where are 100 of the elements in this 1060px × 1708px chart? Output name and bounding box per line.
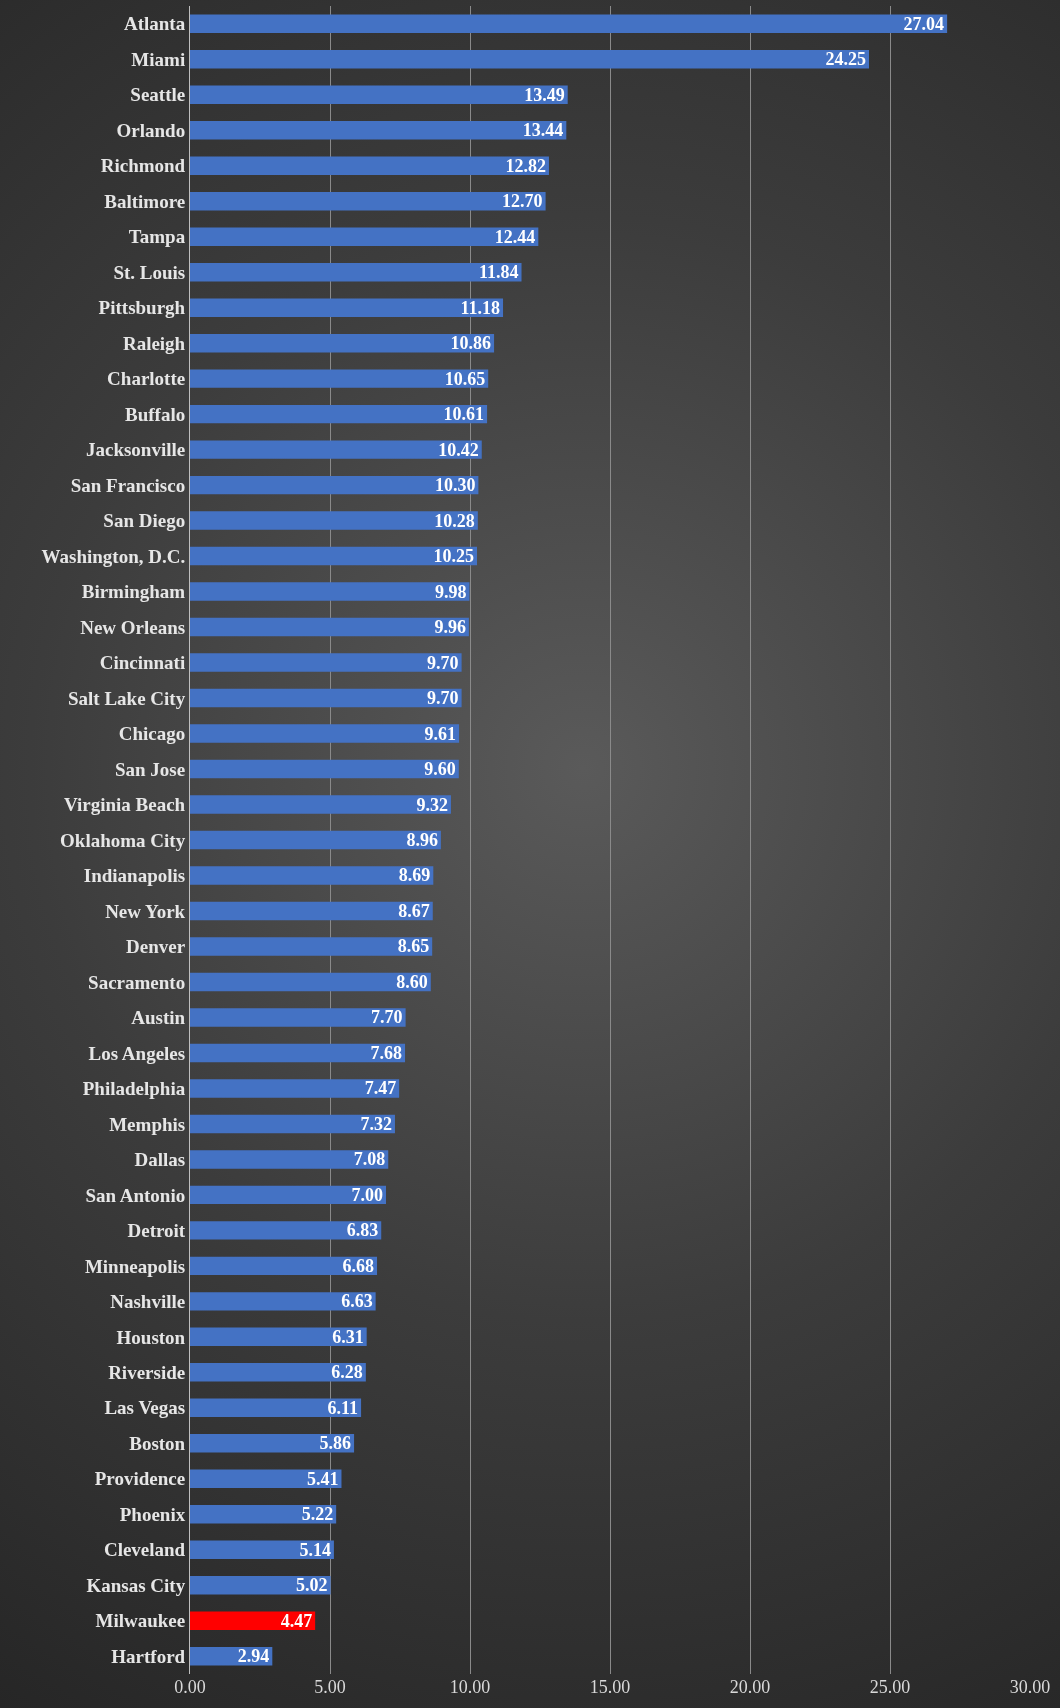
y-tick-label: New Orleans [80,616,186,638]
y-tick-label: Las Vegas [104,1397,186,1419]
data-label: 9.32 [416,794,448,815]
data-label: 7.08 [353,1149,386,1170]
y-tick-label: Charlotte [107,368,186,390]
data-label: 12.70 [502,191,543,212]
y-tick-label: Pittsburgh [98,297,186,319]
y-tick-label: Chicago [118,723,186,745]
y-tick-label: Washington, D.C. [41,545,186,567]
data-label: 6.83 [346,1220,379,1241]
y-tick-label: Richmond [100,155,186,177]
data-label: 7.70 [371,1007,403,1028]
data-label: 8.60 [396,971,428,992]
x-tick-label: 25.00 [869,1677,911,1697]
y-tick-label: Philadelphia [82,1078,186,1100]
data-label: 9.70 [427,652,459,673]
data-label: 12.44 [494,226,536,247]
data-label: 10.30 [434,475,476,496]
data-label: 7.47 [364,1078,397,1099]
x-tick-label: 20.00 [729,1677,771,1697]
data-label: 24.25 [825,49,866,70]
y-tick-label: Birmingham [81,581,186,603]
y-tick-label: Salt Lake City [68,687,186,709]
y-tick-label: Nashville [110,1291,186,1313]
y-tick-label: Los Angeles [88,1042,186,1064]
y-tick-label: Minneapolis [84,1255,186,1277]
data-label: 8.69 [398,865,431,886]
data-label: 10.25 [433,546,474,567]
y-tick-label: Atlanta [123,13,186,35]
data-label: 5.41 [306,1468,339,1489]
data-label: 9.98 [434,581,467,602]
data-label: 5.22 [301,1504,334,1525]
data-label: 12.82 [505,155,546,176]
y-tick-label: Milwaukee [95,1610,186,1632]
data-label: 4.47 [280,1610,313,1631]
data-label: 13.49 [524,84,565,105]
data-label: 9.96 [434,617,466,638]
y-tick-label: Cincinnati [99,652,186,674]
x-tick-label: 10.00 [449,1677,491,1697]
y-tick-label: Kansas City [86,1574,186,1596]
y-tick-label: Phoenix [119,1503,186,1525]
y-tick-label: Buffalo [125,403,186,425]
x-tick-label: 0.00 [174,1677,206,1697]
data-label: 6.68 [342,1255,375,1276]
data-label: 9.70 [427,688,459,709]
y-tick-label: Hartford [111,1645,186,1667]
data-label: 11.18 [460,297,501,318]
data-label: 10.42 [438,439,479,460]
y-tick-label: Miami [131,48,186,70]
x-tick-label: 5.00 [314,1677,346,1697]
data-label: 6.31 [332,1326,364,1347]
data-label: 6.11 [327,1397,359,1418]
data-label: 9.61 [424,723,457,744]
y-tick-label: Austin [131,1007,186,1029]
y-tick-label: Houston [116,1326,186,1348]
y-tick-label: Raleigh [122,332,186,354]
data-label: 5.14 [299,1539,331,1560]
y-tick-label: St. Louis [113,261,186,283]
y-tick-label: San Jose [114,758,186,780]
y-tick-label: Detroit [127,1220,186,1242]
y-tick-label: Memphis [109,1113,186,1135]
data-label: 10.28 [434,510,475,531]
y-tick-label: Riverside [108,1361,186,1383]
y-tick-label: New York [105,900,186,922]
y-tick-label: Cleveland [103,1539,186,1561]
y-tick-label: San Antonio [85,1184,186,1206]
x-tick-label: 15.00 [589,1677,631,1697]
data-label: 7.32 [360,1113,392,1134]
y-tick-label: Dallas [134,1149,186,1171]
data-label: 11.84 [479,262,519,283]
data-label: 2.94 [237,1646,270,1667]
y-tick-label: Tampa [128,226,186,248]
y-tick-label: Orlando [116,119,186,141]
data-label: 27.04 [903,13,945,34]
data-label: 6.28 [331,1362,363,1383]
y-tick-label: San Francisco [70,474,186,496]
data-label: 8.67 [398,900,430,921]
data-label: 6.63 [341,1291,373,1312]
data-label: 5.86 [319,1433,352,1454]
data-label: 9.60 [424,759,456,780]
data-label: 8.96 [406,830,438,850]
data-label: 10.61 [443,404,485,425]
data-label: 7.68 [370,1042,403,1063]
data-label: 10.86 [450,333,492,354]
y-tick-label: Oklahoma City [60,829,186,851]
y-tick-label: Virginia Beach [63,794,186,816]
data-label: 10.65 [444,368,486,389]
y-tick-label: Seattle [130,84,186,106]
data-label: 5.02 [296,1575,328,1596]
y-tick-label: Indianapolis [83,865,186,887]
y-tick-label: Boston [129,1432,186,1454]
y-tick-label: Providence [94,1468,186,1490]
y-tick-label: San Diego [103,510,186,532]
x-tick-label: 30.00 [1009,1677,1051,1697]
data-label: 13.44 [522,120,564,141]
y-tick-label: Denver [126,936,186,958]
y-tick-label: Baltimore [104,190,186,212]
data-label: 8.65 [397,936,430,957]
y-tick-label: Sacramento [88,971,186,993]
data-label: 7.00 [351,1184,383,1205]
